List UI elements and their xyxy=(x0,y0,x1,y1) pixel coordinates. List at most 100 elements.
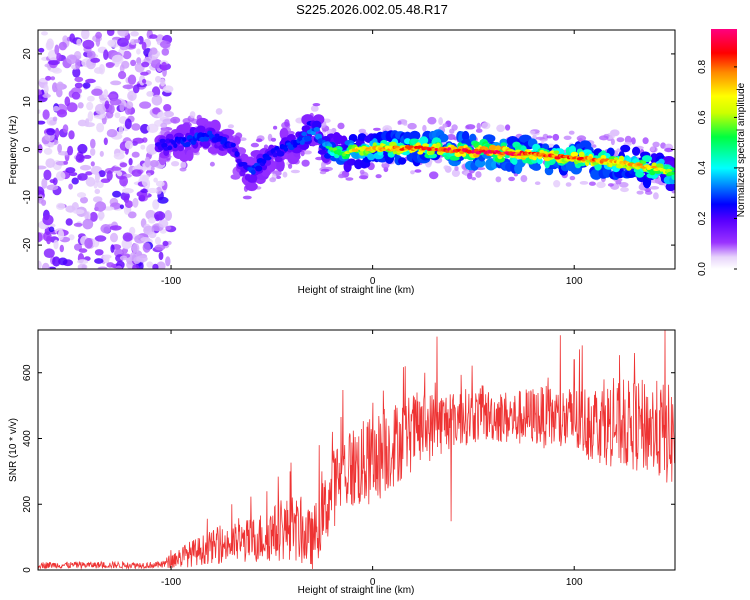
noise-blob xyxy=(38,120,46,125)
noise-blob xyxy=(154,211,166,221)
noise-blob xyxy=(155,180,165,187)
noise-blob xyxy=(146,123,159,133)
ridge-blob xyxy=(165,138,171,144)
ridge-halo-blob xyxy=(403,122,408,126)
ridge-blob xyxy=(635,170,645,178)
ridge-halo-blob xyxy=(180,161,187,169)
ridge-halo-blob xyxy=(397,120,402,125)
ridge-blob xyxy=(313,126,320,132)
ridge-halo-blob xyxy=(596,181,606,189)
noise-blob xyxy=(96,122,105,133)
ridge-halo-blob xyxy=(552,133,560,141)
ridge-halo-blob xyxy=(242,195,252,200)
noise-blob xyxy=(147,187,158,194)
noise-blob xyxy=(41,178,48,189)
noise-blob xyxy=(52,105,60,112)
ridge-halo-blob xyxy=(653,192,659,200)
noise-blob xyxy=(124,140,133,150)
noise-blob xyxy=(65,167,76,174)
ridge-blob xyxy=(408,145,414,149)
ridge-halo-blob xyxy=(565,182,572,187)
noise-blob xyxy=(155,186,162,195)
noise-blob xyxy=(153,177,158,183)
ridge-halo-blob xyxy=(358,128,367,134)
noise-blob xyxy=(56,109,68,118)
noise-blob xyxy=(84,211,89,220)
noise-blob xyxy=(161,61,168,71)
ridge-halo-blob xyxy=(427,116,437,125)
ridge-blob xyxy=(570,151,579,157)
ridge-blob xyxy=(409,130,421,141)
noise-blob xyxy=(63,160,69,165)
ridge-halo-blob xyxy=(471,177,477,181)
noise-blob xyxy=(134,234,146,244)
noise-blob xyxy=(102,254,112,259)
noise-blob xyxy=(54,44,60,55)
ridge-blob xyxy=(578,151,585,158)
colorbar-gradient xyxy=(711,29,737,269)
noise-blob xyxy=(110,232,118,243)
noise-blob xyxy=(130,59,137,67)
ridge-blob xyxy=(185,141,191,147)
noise-blob xyxy=(106,262,115,268)
ridge-halo-blob xyxy=(481,122,491,130)
noise-blob xyxy=(115,265,122,269)
noise-blob xyxy=(68,130,75,140)
ridge-halo-blob xyxy=(438,117,443,126)
ridge-blob xyxy=(303,135,312,142)
ridge-halo-blob xyxy=(284,119,290,128)
noise-blob xyxy=(142,242,151,253)
noise-blob xyxy=(72,209,85,215)
noise-blob xyxy=(41,31,48,36)
noise-blob xyxy=(109,225,122,231)
noise-blob xyxy=(46,128,56,136)
noise-blob xyxy=(119,102,125,112)
ridge-blob xyxy=(159,138,166,144)
noise-blob xyxy=(109,98,122,106)
noise-blob xyxy=(118,125,124,135)
noise-blob xyxy=(131,123,141,131)
noise-blob xyxy=(117,30,129,37)
noise-blob xyxy=(86,101,94,111)
noise-blob xyxy=(100,224,112,234)
noise-blob xyxy=(119,204,124,210)
ridge-blob xyxy=(366,148,373,152)
ridge-blob xyxy=(315,133,323,140)
ridge-blob xyxy=(658,158,665,165)
noise-blob xyxy=(62,124,69,133)
noise-blob xyxy=(81,30,90,40)
noise-blob xyxy=(157,111,166,119)
noise-blob xyxy=(78,248,88,253)
ridge-halo-blob xyxy=(270,137,277,142)
ridge-blob xyxy=(581,159,586,162)
noise-blob xyxy=(146,261,154,268)
noise-blob xyxy=(127,90,137,102)
noise-blob xyxy=(140,237,151,242)
ridge-blob xyxy=(177,145,184,152)
noise-blob xyxy=(148,217,156,224)
noise-blob xyxy=(52,116,58,122)
noise-blob xyxy=(132,197,139,208)
ridge-halo-blob xyxy=(496,124,505,133)
ridge-blob xyxy=(387,151,395,158)
noise-blob xyxy=(114,112,121,119)
noise-blob xyxy=(132,84,140,94)
noise-blob xyxy=(106,129,118,138)
noise-blob xyxy=(55,171,66,181)
spectrogram-y-tick-label: -10 xyxy=(22,190,33,205)
ridge-blob xyxy=(186,149,194,162)
noise-blob xyxy=(162,85,174,93)
noise-blob xyxy=(74,76,84,82)
spectrogram-x-ticks: -100 0 100 xyxy=(161,30,583,287)
ridge-blob xyxy=(532,155,537,161)
ridge-halo-blob xyxy=(529,130,536,134)
ridge-blob xyxy=(297,136,304,142)
colorbar-label: Normalized spectral amplitude xyxy=(736,82,747,217)
noise-blob xyxy=(62,35,69,44)
noise-blob xyxy=(43,84,49,94)
noise-blob xyxy=(69,172,78,177)
spectrogram-y-tick-label: 20 xyxy=(22,48,33,60)
ridge-halo-blob xyxy=(465,124,476,130)
ridge-halo-blob xyxy=(546,135,553,139)
ridge-halo-blob xyxy=(319,170,327,175)
